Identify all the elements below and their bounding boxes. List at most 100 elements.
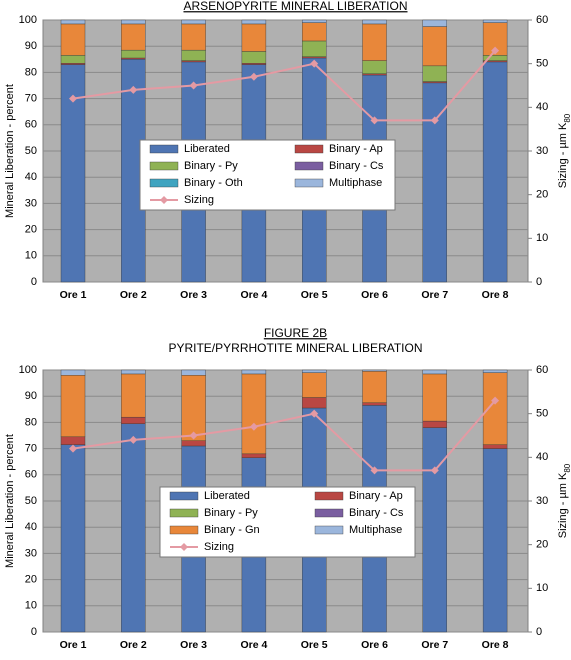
legend-marker	[160, 196, 168, 204]
bar-segment	[181, 23, 206, 51]
y2-axis-label-sub: 80	[563, 463, 571, 472]
bar-segment	[482, 19, 508, 23]
legend-label: Binary - Ap	[349, 490, 403, 502]
y2-tick-label: 30	[536, 145, 548, 157]
y2-tick-label: 60	[536, 14, 548, 26]
bar-segment	[362, 19, 387, 25]
line-marker	[491, 396, 500, 405]
y2-tick-label: 60	[536, 364, 548, 376]
x-tick-label: Ore 6	[361, 639, 388, 651]
line-marker	[189, 81, 198, 90]
legend-label: Multiphase	[349, 524, 402, 536]
y-tick-label: 100	[19, 364, 37, 376]
x-tick-label: Ore 5	[301, 639, 328, 651]
bar-segment	[362, 369, 387, 372]
y2-axis-label: Sizing - µm K80	[557, 463, 571, 538]
legend-swatch	[314, 525, 344, 535]
bar-segment	[422, 420, 447, 428]
bar-segment	[60, 444, 86, 633]
x-tick-label: Ore 2	[120, 639, 147, 651]
bar-segment	[241, 51, 267, 64]
legend-swatch	[294, 144, 324, 154]
legend-swatch	[149, 144, 179, 154]
legend-label: Liberated	[204, 490, 250, 502]
bar-segment	[362, 371, 387, 403]
bar-segment	[422, 19, 447, 27]
y-tick-label: 0	[31, 276, 37, 288]
y-tick-label: 40	[25, 521, 37, 533]
legend-label: Binary - Gn	[204, 524, 260, 536]
y2-tick-label: 20	[536, 189, 548, 201]
bar-segment	[302, 397, 327, 409]
legend-label: Binary - Cs	[349, 507, 404, 519]
bar-segment	[181, 49, 206, 61]
line-marker	[69, 94, 77, 103]
legend-swatch	[314, 508, 344, 518]
bar-segment	[422, 65, 447, 82]
y2-tick-label: 50	[536, 408, 548, 420]
bar-segment	[121, 373, 146, 418]
x-tick-label: Ore 2	[120, 289, 147, 301]
bar-segment	[302, 369, 327, 373]
bar-segment	[121, 416, 146, 424]
bar-segment	[422, 82, 447, 283]
line-marker	[310, 409, 319, 418]
y-tick-label: 40	[25, 171, 37, 183]
y-tick-label: 80	[25, 66, 37, 78]
y-tick-label: 90	[25, 40, 37, 52]
x-tick-label: Ore 6	[361, 289, 388, 301]
x-tick-label: Ore 3	[180, 639, 207, 651]
legend-swatch	[294, 161, 324, 171]
legend-label: Binary - Py	[184, 160, 238, 172]
line-marker	[430, 116, 439, 125]
bar-segment	[60, 369, 86, 376]
legend-marker	[180, 543, 188, 551]
bar-segment	[482, 444, 508, 449]
legend-box	[159, 486, 416, 558]
y-tick-label: 100	[19, 14, 37, 26]
x-tick-label: Ore 8	[482, 639, 509, 651]
y-axis-label: Mineral Liberation - percent	[4, 84, 16, 218]
line-marker	[249, 422, 258, 431]
line-series	[72, 49, 496, 122]
bar-segment	[241, 453, 267, 458]
x-tick-label: Ore 4	[240, 289, 267, 301]
line-marker	[430, 466, 439, 475]
legend-label: Sizing	[204, 541, 234, 553]
y2-tick-label: 30	[536, 495, 548, 507]
y-axis-label: Mineral Liberation - percent	[4, 434, 16, 568]
line-series	[72, 399, 496, 472]
chart-title: ARSENOPYRITE MINERAL LIBERATION	[183, 0, 407, 13]
line-marker	[129, 435, 138, 444]
bar-segment	[362, 402, 387, 406]
bar-segment	[482, 61, 508, 283]
x-tick-label: Ore 4	[240, 639, 267, 651]
y2-tick-label: 0	[536, 276, 542, 288]
y-tick-label: 60	[25, 469, 37, 481]
bar-segment	[60, 23, 86, 56]
x-tick-label: Ore 1	[60, 289, 87, 301]
line-marker	[370, 466, 379, 475]
bar-segment	[482, 448, 508, 633]
bar-segment	[60, 375, 86, 438]
y2-tick-label: 40	[536, 451, 548, 463]
line-marker	[249, 72, 258, 81]
legend-swatch	[149, 178, 179, 188]
legend-label: Binary - Py	[204, 507, 258, 519]
bar-segment	[241, 19, 267, 25]
bar-segment	[60, 19, 86, 25]
bar-segment	[181, 19, 206, 25]
y-tick-label: 30	[25, 197, 37, 209]
bar-segment	[121, 369, 146, 375]
x-tick-label: Ore 7	[421, 639, 448, 651]
legend-swatch	[314, 491, 344, 501]
legend-swatch	[169, 525, 199, 535]
bar-segment	[422, 369, 447, 375]
chart-title: FIGURE 2B	[264, 326, 327, 340]
bar-segment	[181, 369, 206, 376]
y-tick-label: 10	[25, 600, 37, 612]
bar-segment	[121, 49, 146, 59]
bar-segment	[302, 22, 327, 42]
line-marker	[189, 431, 198, 440]
bar-segment	[362, 60, 387, 74]
